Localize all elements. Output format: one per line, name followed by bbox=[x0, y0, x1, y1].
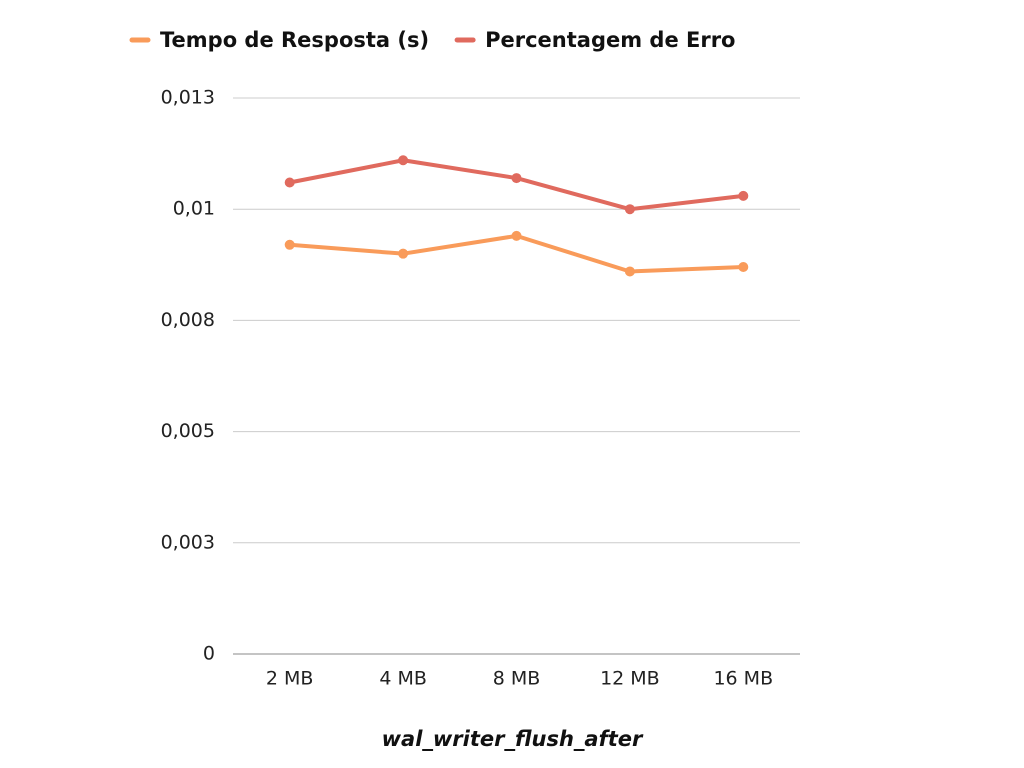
x-tick-label: 16 MB bbox=[713, 668, 773, 690]
x-tick-label: 2 MB bbox=[266, 668, 314, 690]
x-tick-label: 12 MB bbox=[600, 668, 660, 690]
legend-label: Tempo de Resposta (s) bbox=[160, 28, 429, 52]
x-tick-label: 4 MB bbox=[379, 668, 427, 690]
data-point bbox=[738, 190, 749, 201]
y-tick-label: 0,008 bbox=[161, 309, 215, 331]
series-line bbox=[289, 158, 744, 212]
y-tick-label: 0,013 bbox=[161, 87, 215, 109]
data-point bbox=[624, 266, 635, 277]
series-line bbox=[289, 233, 744, 274]
data-point bbox=[398, 155, 409, 166]
data-point bbox=[284, 239, 295, 250]
y-tick-label: 0,01 bbox=[173, 198, 215, 220]
data-point bbox=[398, 248, 409, 259]
data-point bbox=[511, 173, 522, 184]
data-point bbox=[284, 177, 295, 188]
y-tick-label: 0,003 bbox=[161, 531, 215, 553]
legend-label: Percentagem de Erro bbox=[485, 28, 735, 52]
x-tick-label: 8 MB bbox=[493, 668, 541, 690]
data-point bbox=[738, 262, 749, 273]
y-tick-label: 0,005 bbox=[161, 420, 215, 442]
data-point bbox=[624, 204, 635, 215]
x-axis-title: wal_writer_flush_after bbox=[382, 727, 644, 751]
y-tick-label: 0 bbox=[203, 643, 215, 665]
data-point bbox=[511, 230, 522, 241]
